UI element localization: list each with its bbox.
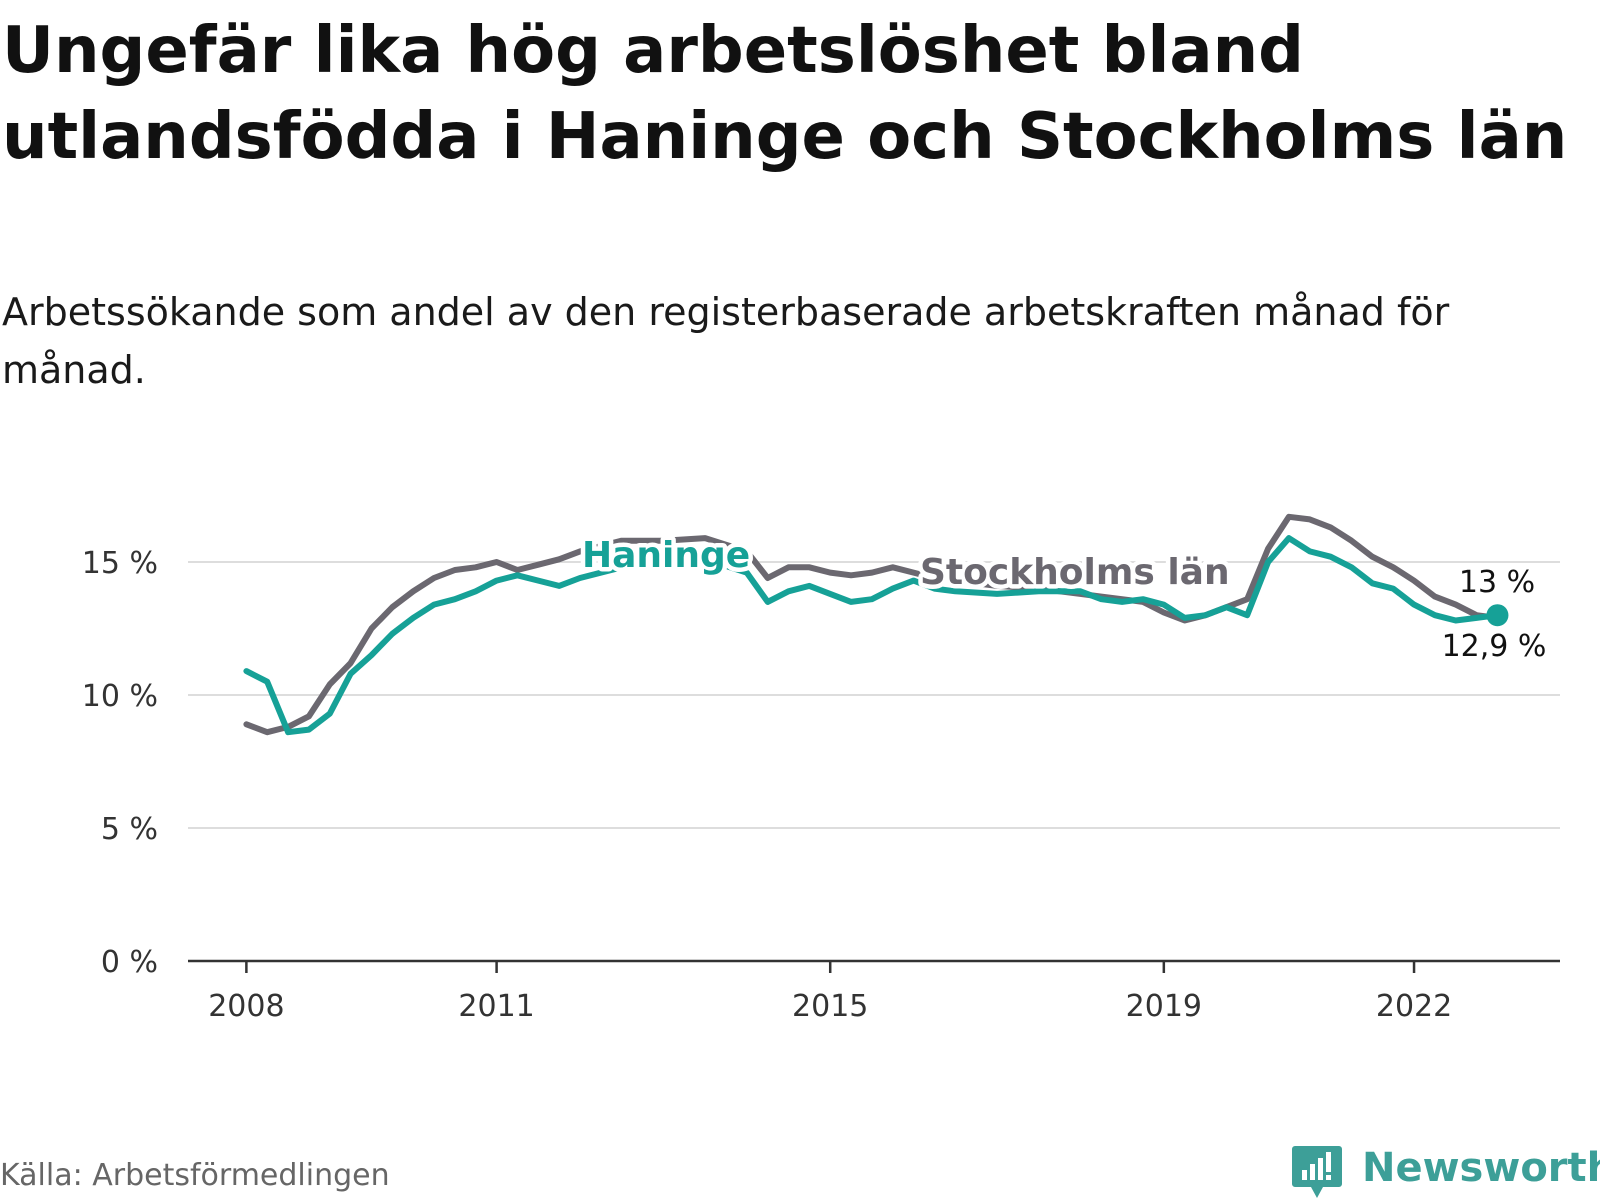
end-value-haninge: 13 %: [1459, 565, 1535, 600]
y-tick-label: 15 %: [82, 546, 158, 581]
x-tick-label: 2022: [1376, 989, 1452, 1024]
haninge-end-marker: [1486, 604, 1509, 627]
x-axis-ticks: 2008 2011 2015 2019 2022: [208, 961, 1452, 1024]
series-label-stockholms-lan: Stockholms län: [920, 552, 1230, 593]
source-note: Källa: Arbetsförmedlingen: [0, 1158, 390, 1193]
x-tick-label: 2011: [458, 989, 534, 1024]
brand-logo[interactable]: Newsworthy: [1291, 1140, 1600, 1200]
y-tick-label: 5 %: [101, 812, 158, 847]
series-label-haninge: Haninge: [582, 535, 750, 576]
y-tick-label: 10 %: [82, 679, 158, 714]
y-tick-label: 0 %: [101, 945, 158, 980]
chart-subtitle: Arbetssökande som andel av den registerb…: [2, 290, 1450, 392]
newsworthy-logo-icon: [1292, 1146, 1342, 1198]
series-labels: Haninge Stockholms län 13 % 12,9 %: [578, 531, 1551, 669]
brand-name: Newsworthy: [1362, 1145, 1600, 1191]
line-chart: 0 % 5 % 10 % 15 % 2008 2011 2015 2019 2022 Hani…: [82, 513, 1560, 1024]
x-tick-label: 2015: [792, 989, 868, 1024]
x-tick-label: 2019: [1126, 989, 1202, 1024]
series-line-haninge: [243, 535, 1501, 736]
grid-lines: [188, 561, 1560, 829]
x-tick-label: 2008: [208, 989, 284, 1024]
chart-title: Ungefär lika hög arbetslöshet bland utla…: [2, 14, 1568, 174]
end-value-stockholms-lan: 12,9 %: [1442, 629, 1547, 664]
series-lines: [243, 513, 1509, 736]
series-line-stockholms-lan: [243, 513, 1501, 736]
y-axis-ticks: 0 % 5 % 10 % 15 %: [82, 546, 158, 980]
